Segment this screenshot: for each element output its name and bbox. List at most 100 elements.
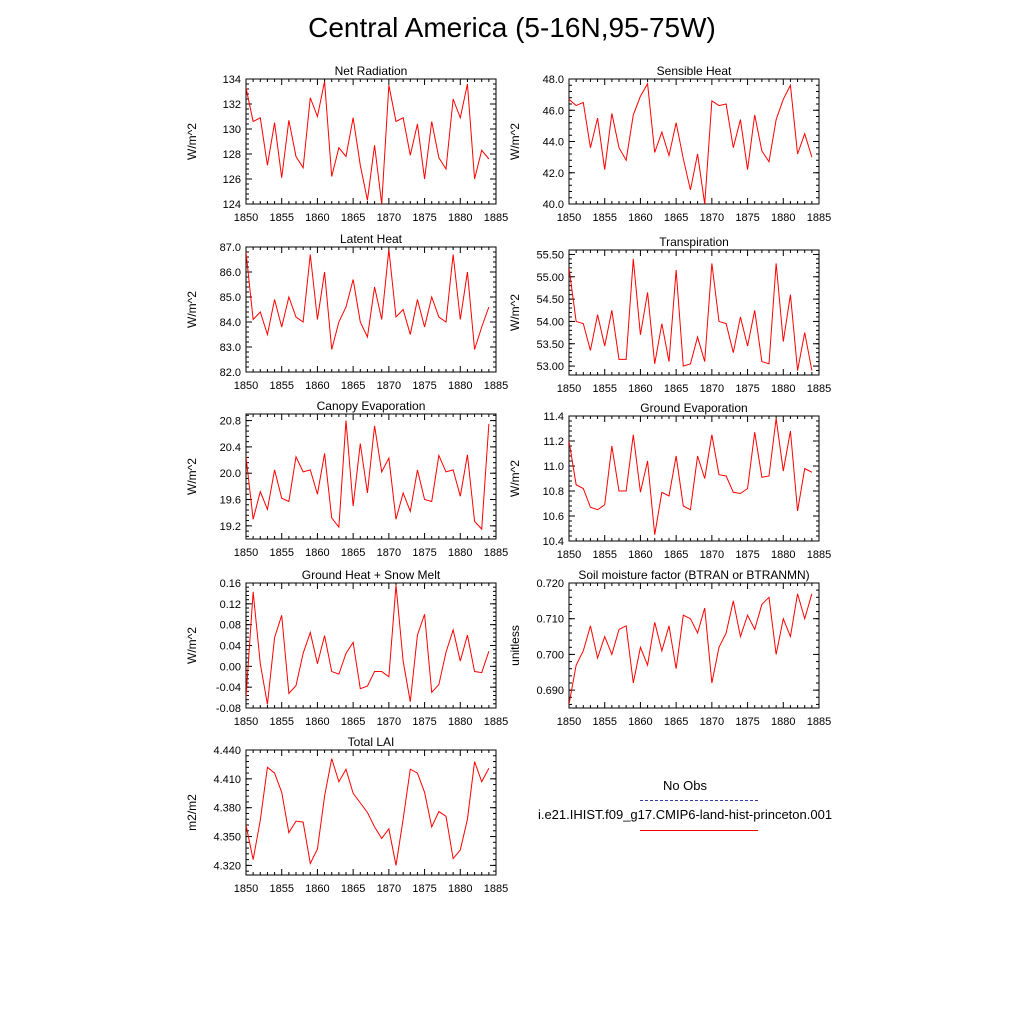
x-tick-label: 1875 <box>735 383 759 395</box>
x-tick-label: 1855 <box>592 212 616 224</box>
y-tick-label: 44.0 <box>543 137 564 149</box>
panel-title: Latent Heat <box>340 232 403 246</box>
y-tick-label: 11.0 <box>543 461 564 473</box>
x-tick-label: 1880 <box>771 212 795 224</box>
x-tick-label: 1850 <box>557 716 581 728</box>
y-tick-label: 11.2 <box>543 436 564 448</box>
plot-frame <box>245 413 497 540</box>
y-tick-label: 54.00 <box>536 316 564 328</box>
x-tick-label: 1880 <box>771 383 795 395</box>
x-tick-label: 1880 <box>771 549 795 561</box>
panel-title: Total LAI <box>348 735 395 749</box>
x-tick-label: 1880 <box>448 380 472 392</box>
x-tick-label: 1860 <box>628 716 652 728</box>
y-tick-label: 0.710 <box>536 614 564 626</box>
y-axis-label: W/m^2 <box>508 123 522 160</box>
y-tick-label: -0.04 <box>216 682 241 694</box>
y-axis-label: W/m^2 <box>185 627 199 664</box>
plot-frame <box>568 78 820 205</box>
y-tick-label: 0.08 <box>220 620 241 632</box>
series-line <box>246 585 490 705</box>
panel-8: Soil moisture factor (BTRAN or BTRANMN) u… <box>508 568 831 728</box>
x-tick-label: 1880 <box>448 212 472 224</box>
x-tick-label: 1885 <box>484 716 508 728</box>
y-tick-label: 20.4 <box>220 442 241 454</box>
x-tick-label: 1865 <box>341 716 365 728</box>
series-line <box>569 418 813 535</box>
y-tick-label: 82.0 <box>220 367 241 379</box>
x-tick-label: 1850 <box>234 716 258 728</box>
x-tick-label: 1860 <box>305 212 329 224</box>
x-tick-label: 1870 <box>377 883 401 895</box>
x-tick-label: 1885 <box>484 380 508 392</box>
x-tick-label: 1885 <box>807 549 831 561</box>
y-tick-label: 85.0 <box>220 292 241 304</box>
y-tick-label: 54.50 <box>536 294 564 306</box>
y-tick-label: 10.8 <box>543 486 564 498</box>
x-tick-label: 1870 <box>377 547 401 559</box>
panel-2: Sensible Heat W/m^2 1850 1855 1860 1865 1870 18… <box>508 64 831 224</box>
x-tick-label: 1870 <box>377 716 401 728</box>
y-tick-label: 84.0 <box>220 317 241 329</box>
y-tick-label: 126 <box>223 174 241 186</box>
x-tick-label: 1870 <box>377 212 401 224</box>
panel-title: Soil moisture factor (BTRAN or BTRANMN) <box>578 568 809 582</box>
panel-9: Total LAI m2/m2 1850 1855 1860 1865 1870 1875 18… <box>185 735 508 895</box>
panel-5: Canopy Evaporation W/m^2 1850 1855 1860 1865 1… <box>185 399 508 559</box>
x-tick-label: 1865 <box>341 380 365 392</box>
x-tick-label: 1850 <box>234 547 258 559</box>
x-tick-label: 1875 <box>412 547 436 559</box>
x-tick-label: 1875 <box>735 716 759 728</box>
x-tick-label: 1850 <box>234 883 258 895</box>
x-tick-label: 1865 <box>664 549 688 561</box>
legend-obs-label: No Obs <box>662 778 708 793</box>
x-tick-label: 1850 <box>234 380 258 392</box>
x-tick-label: 1865 <box>664 716 688 728</box>
x-tick-label: 1865 <box>341 212 365 224</box>
series-line <box>569 593 813 705</box>
series-line <box>246 81 490 204</box>
x-tick-label: 1865 <box>341 547 365 559</box>
x-tick-label: 1850 <box>557 383 581 395</box>
panel-6: Ground Evaporation W/m^2 1850 1855 1860 1865 1… <box>508 401 831 561</box>
plot-frame <box>245 582 497 709</box>
legend-obs-line <box>640 800 758 801</box>
y-tick-label: 124 <box>223 199 241 211</box>
panel-3: Latent Heat W/m^2 1850 1855 1860 1865 1870 1875… <box>185 232 508 392</box>
x-tick-label: 1865 <box>664 212 688 224</box>
x-tick-label: 1870 <box>377 380 401 392</box>
y-axis-label: m2/m2 <box>185 794 199 831</box>
x-tick-label: 1870 <box>700 212 724 224</box>
series-line <box>569 258 813 371</box>
panel-1: Net Radiation W/m^2 1850 1855 1860 1865 1870 18… <box>185 64 508 224</box>
y-tick-label: 0.12 <box>220 599 241 611</box>
y-tick-label: 40.0 <box>543 199 564 211</box>
plot-frame <box>245 246 497 373</box>
y-tick-label: 10.6 <box>543 511 564 523</box>
x-tick-label: 1860 <box>305 716 329 728</box>
x-tick-label: 1870 <box>700 383 724 395</box>
y-axis-label: unitless <box>508 625 522 666</box>
y-tick-label: 53.00 <box>536 361 564 373</box>
y-tick-label: 46.0 <box>543 105 564 117</box>
x-tick-label: 1875 <box>412 212 436 224</box>
y-axis-label: W/m^2 <box>508 294 522 331</box>
y-tick-label: 48.0 <box>543 74 564 86</box>
y-tick-label: 53.50 <box>536 339 564 351</box>
x-tick-label: 1875 <box>412 380 436 392</box>
x-tick-label: 1860 <box>305 547 329 559</box>
plot-frame <box>568 249 820 376</box>
y-tick-label: 0.690 <box>536 685 564 697</box>
x-tick-label: 1860 <box>628 383 652 395</box>
panel-title: Ground Evaporation <box>640 401 747 415</box>
panel-title: Net Radiation <box>335 64 408 78</box>
x-tick-label: 1860 <box>305 883 329 895</box>
y-tick-label: 0.16 <box>220 578 241 590</box>
x-tick-label: 1855 <box>269 547 293 559</box>
series-line <box>246 249 490 350</box>
y-tick-label: 19.6 <box>220 495 241 507</box>
x-tick-label: 1880 <box>448 716 472 728</box>
panel-title: Ground Heat + Snow Melt <box>302 568 441 582</box>
x-tick-label: 1885 <box>807 383 831 395</box>
